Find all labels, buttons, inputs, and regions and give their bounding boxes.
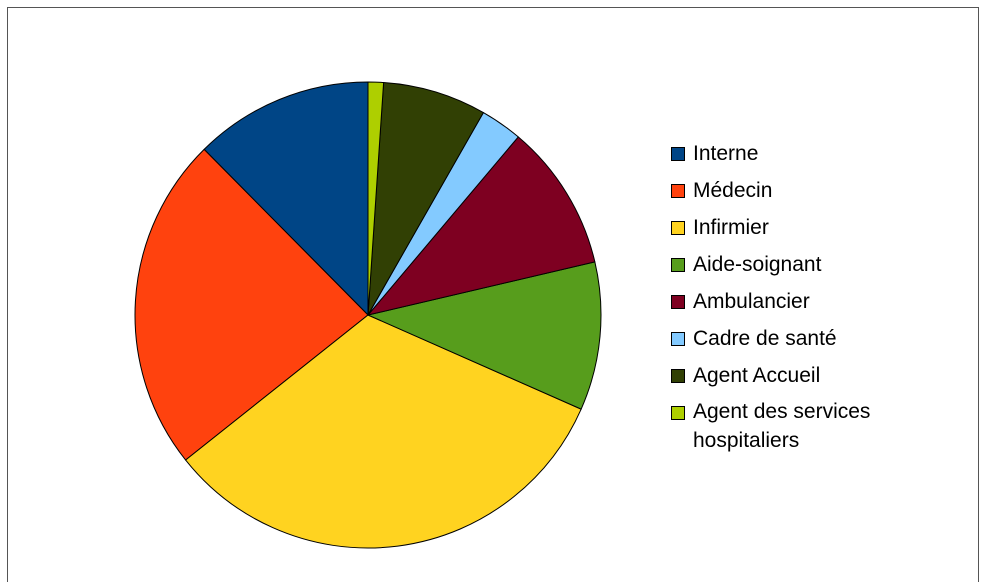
legend-swatch-interne	[671, 147, 685, 161]
legend-swatch-agent-accueil	[671, 369, 685, 383]
legend-swatch-cadre-de-sante	[671, 332, 685, 346]
legend-label-ambulancier: Ambulancier	[693, 290, 810, 313]
legend-label-cadre-de-sante: Cadre de santé	[693, 327, 837, 350]
legend-label-agent-accueil: Agent Accueil	[693, 364, 821, 387]
legend-swatch-aide-soignant	[671, 258, 685, 272]
legend-label-medecin: Médecin	[693, 179, 773, 202]
legend-swatch-medecin	[671, 184, 685, 198]
pie-slice-medecin	[134, 148, 369, 461]
legend-swatch-agent-services-hospitaliers	[671, 406, 685, 420]
legend-label-agent-services-hospitaliers: Agent des services hospitaliers	[693, 400, 871, 452]
legend-label-interne: Interne	[693, 142, 759, 165]
legend-swatch-ambulancier	[671, 295, 685, 309]
pie-slice-interne	[203, 81, 369, 316]
legend-swatch-infirmier	[671, 221, 685, 235]
pie-slice-ambulancier	[367, 136, 596, 316]
pie-slice-agent-services-hospitaliers	[367, 81, 385, 316]
pie-slice-infirmier	[185, 314, 582, 549]
legend-label-infirmier: Infirmier	[693, 216, 769, 239]
pie-slice-aide-soignant	[367, 261, 602, 410]
pie-slices	[134, 81, 602, 549]
pie-slice-agent-accueil	[367, 82, 484, 316]
chart-frame	[7, 7, 979, 582]
legend-label-aide-soignant: Aide-soignant	[693, 253, 822, 276]
